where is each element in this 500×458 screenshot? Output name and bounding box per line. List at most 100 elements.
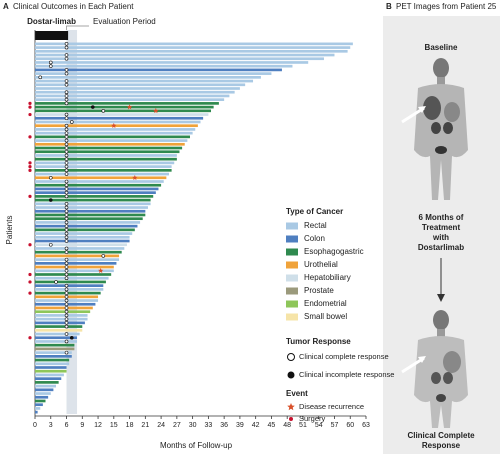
incomplete-response [69, 335, 74, 340]
surgery [28, 243, 32, 247]
surgery [28, 291, 32, 295]
patient-bar [35, 269, 114, 273]
complete-response [64, 179, 69, 184]
surgery [28, 168, 32, 172]
panel-label: A [3, 2, 9, 11]
patient-bar [35, 165, 172, 168]
patient-bar [35, 343, 75, 347]
patient-bar [35, 116, 204, 120]
patient-bar [35, 388, 54, 392]
complete-response [38, 75, 43, 80]
incomplete-response [48, 198, 53, 202]
complete-response [64, 239, 69, 243]
patient-bar [35, 46, 351, 49]
patient-bar [35, 120, 201, 124]
surgery [28, 112, 32, 117]
x-tick-label: 60 [346, 422, 354, 429]
patient-bar [35, 273, 112, 276]
patient-bar [35, 72, 272, 75]
complete-response [64, 261, 69, 266]
complete-response [64, 302, 69, 307]
legend-title: Type of Cancer [286, 207, 343, 216]
legend-label: Rectal [304, 221, 327, 230]
complete-response [64, 190, 69, 195]
complete-response [64, 161, 69, 165]
complete-response [64, 324, 69, 329]
patient-bar [35, 139, 188, 142]
patient-bar [35, 221, 141, 224]
patient-bar [35, 157, 177, 161]
patient-bar [35, 247, 125, 250]
patient-bar [35, 336, 78, 340]
x-tick-label: 36 [220, 422, 228, 429]
recurrence [111, 122, 117, 128]
complete-response [64, 250, 69, 254]
pet-image [401, 310, 468, 428]
complete-response [64, 146, 69, 150]
x-tick-label: 18 [126, 422, 134, 429]
patient-bar [35, 209, 146, 213]
patient-bar [35, 161, 175, 165]
legend-symbol [287, 403, 295, 411]
patient-bar [35, 87, 240, 90]
patient-bar [35, 150, 180, 154]
legend-label: Colon [304, 234, 325, 243]
complete-response [64, 90, 69, 95]
legend-swatch [286, 287, 298, 295]
complete-response [64, 68, 69, 72]
legend-label: Hepatobiliary [304, 273, 351, 282]
patient-bar [35, 169, 172, 172]
patient-bar [35, 232, 133, 235]
legend-title: Event [286, 389, 308, 398]
panel-b: B PET Images from Patient 25 Baseline 6 … [383, 2, 500, 454]
patient-bar [35, 217, 143, 221]
patient-bar [35, 83, 246, 87]
surgery [28, 336, 32, 340]
complete-response [64, 187, 69, 191]
patient-bar [35, 317, 88, 321]
patient-bar [35, 410, 38, 414]
complete-response [48, 175, 53, 180]
patient-bar [35, 206, 148, 209]
surgery [28, 165, 32, 169]
patient-bar [35, 306, 93, 310]
image-label: Dostarlimab [418, 243, 464, 252]
complete-response [64, 228, 69, 232]
complete-response [64, 306, 69, 310]
complete-response [64, 53, 69, 57]
legend-label: Endometrial [304, 299, 347, 308]
patient-bar [35, 68, 282, 72]
patient-bar [35, 90, 235, 94]
complete-response [64, 194, 69, 199]
x-tick-label: 42 [252, 422, 260, 429]
complete-response [48, 64, 53, 68]
x-tick-label: 54 [315, 422, 323, 429]
patient-bar [35, 183, 162, 187]
legend-swatch [286, 248, 298, 256]
patient-bar [35, 351, 72, 354]
patient-bar [35, 105, 214, 109]
x-tick-label: 39 [236, 422, 244, 429]
complete-response [64, 149, 69, 154]
complete-response [64, 142, 69, 147]
patient-bar [35, 362, 70, 366]
legend-label: Urothelial [304, 260, 338, 269]
incomplete-response [90, 105, 95, 109]
complete-response [64, 116, 69, 121]
complete-response [64, 56, 69, 61]
x-tick-label: 0 [33, 422, 37, 429]
patient-bar [35, 154, 177, 157]
complete-response [64, 246, 69, 251]
patient-bar [35, 113, 209, 116]
patient-bar [35, 135, 190, 139]
treatment-label: Dostar-limab [27, 17, 76, 26]
image-label: with [432, 233, 449, 242]
patient-bar [35, 314, 88, 317]
evaluation-bracket [66, 25, 90, 30]
patient-bar [35, 321, 85, 325]
patient-bar [35, 79, 254, 83]
patient-bar [35, 399, 46, 403]
patient-bar [35, 146, 183, 150]
complete-response [64, 350, 69, 355]
